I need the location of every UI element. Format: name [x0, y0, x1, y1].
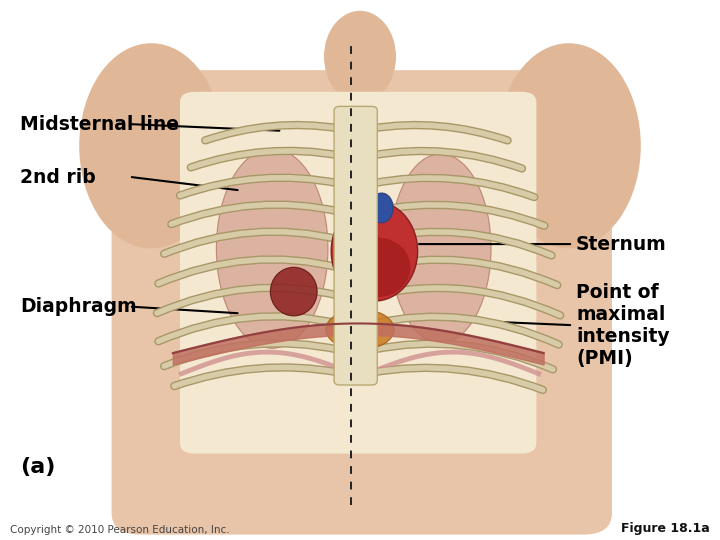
FancyBboxPatch shape: [112, 70, 612, 535]
Ellipse shape: [370, 193, 393, 222]
Text: Copyright © 2010 Pearson Education, Inc.: Copyright © 2010 Pearson Education, Inc.: [10, 524, 230, 535]
Ellipse shape: [331, 201, 418, 301]
Ellipse shape: [325, 309, 395, 350]
Text: (a): (a): [20, 457, 55, 477]
Text: Point of
maximal
intensity
(PMI): Point of maximal intensity (PMI): [576, 282, 670, 368]
FancyBboxPatch shape: [180, 92, 536, 454]
Ellipse shape: [497, 43, 641, 248]
Ellipse shape: [217, 148, 328, 348]
Ellipse shape: [343, 185, 370, 220]
Text: Midsternal line: Midsternal line: [20, 114, 179, 134]
Text: 2nd rib: 2nd rib: [20, 167, 96, 187]
Text: Figure 18.1a: Figure 18.1a: [621, 522, 710, 535]
Text: Diaphragm: Diaphragm: [20, 297, 137, 316]
Ellipse shape: [390, 154, 491, 343]
Ellipse shape: [271, 267, 317, 316]
Text: Sternum: Sternum: [576, 234, 667, 254]
FancyBboxPatch shape: [334, 106, 377, 385]
Ellipse shape: [324, 11, 396, 103]
Ellipse shape: [79, 43, 223, 248]
Ellipse shape: [346, 238, 410, 297]
